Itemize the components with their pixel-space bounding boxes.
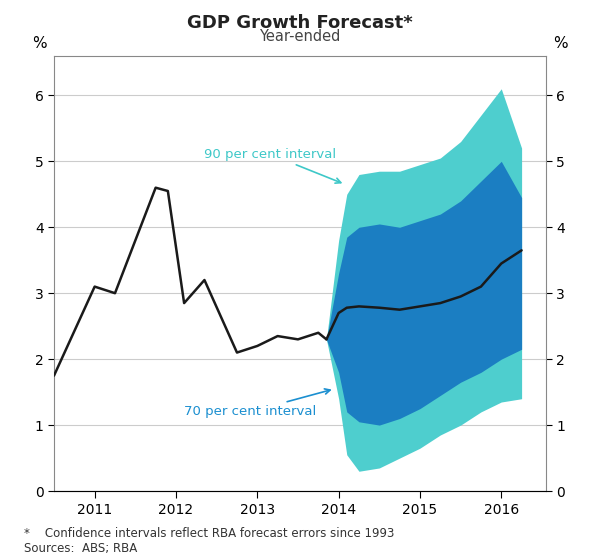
Text: Year-ended: Year-ended	[259, 29, 341, 44]
Text: %: %	[554, 36, 568, 51]
Text: Sources:  ABS; RBA: Sources: ABS; RBA	[24, 542, 137, 555]
Text: %: %	[32, 36, 46, 51]
Text: *    Confidence intervals reflect RBA forecast errors since 1993: * Confidence intervals reflect RBA forec…	[24, 527, 394, 540]
Text: 90 per cent interval: 90 per cent interval	[205, 148, 341, 183]
Text: 70 per cent interval: 70 per cent interval	[184, 389, 330, 418]
Text: GDP Growth Forecast*: GDP Growth Forecast*	[187, 14, 413, 32]
